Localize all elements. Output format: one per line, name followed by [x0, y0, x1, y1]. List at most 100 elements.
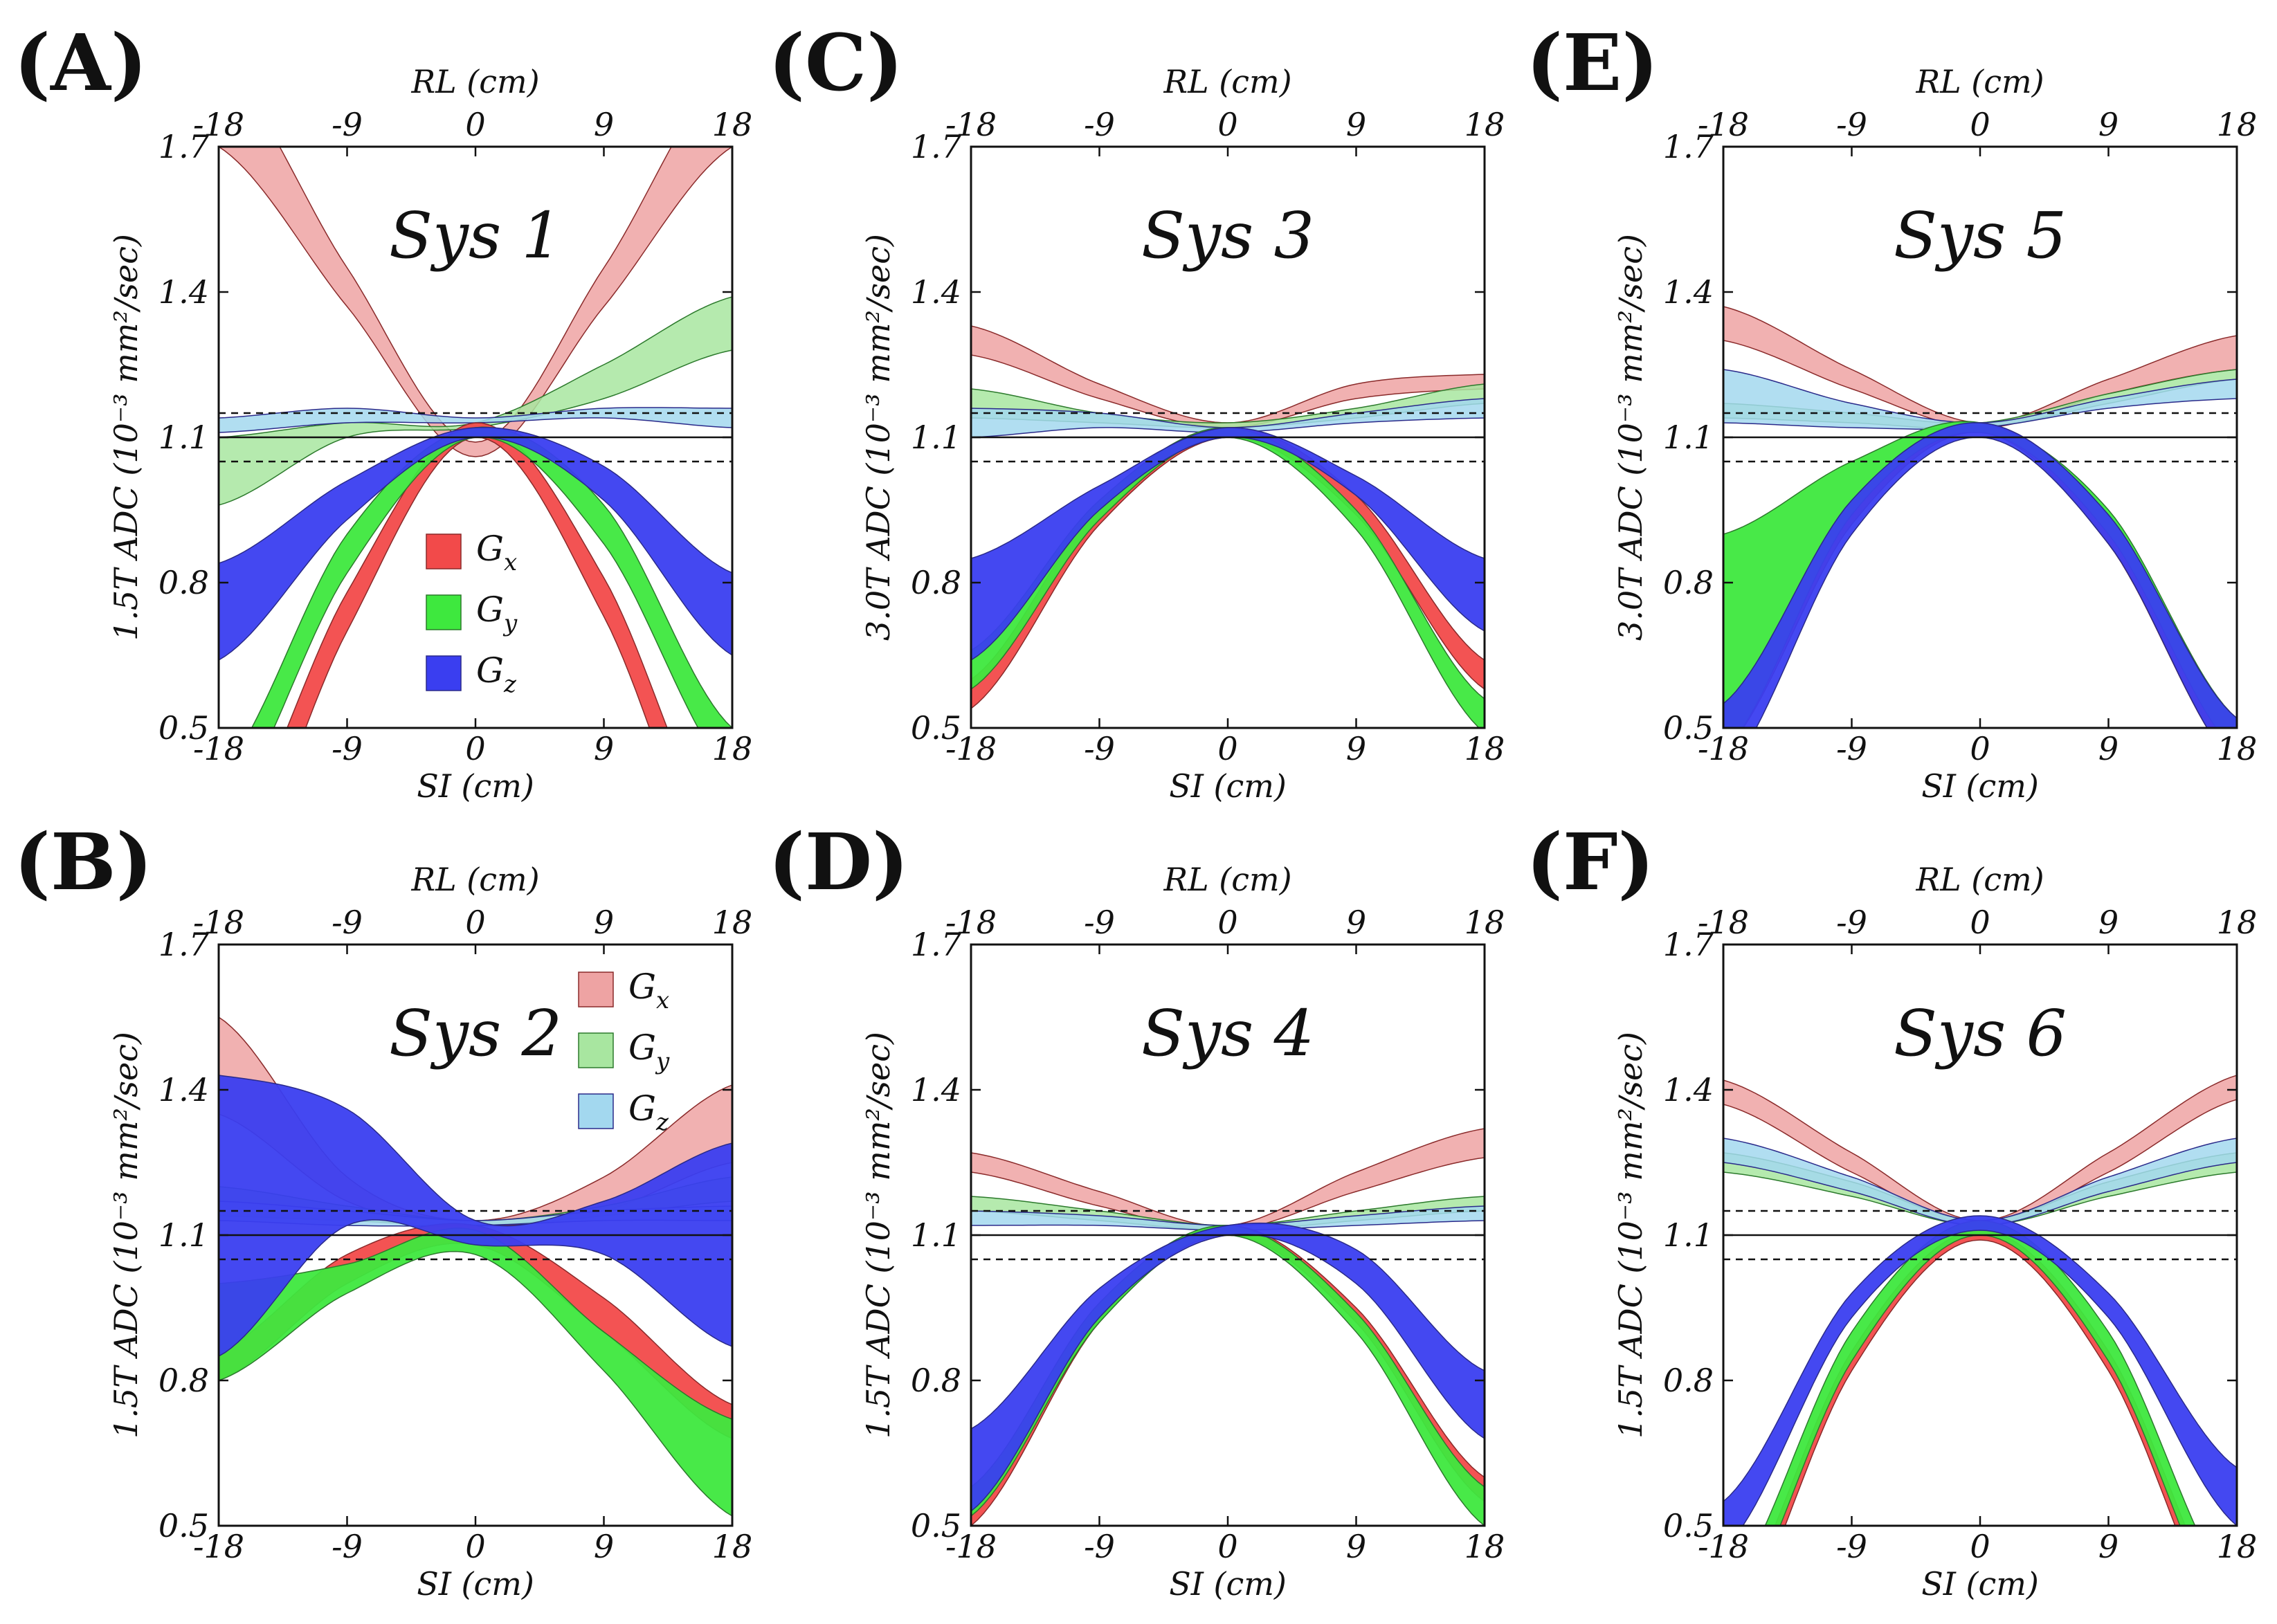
legend-swatch — [578, 1093, 614, 1129]
x-top-tick-label: 9 — [1346, 106, 1366, 143]
y-tick-label: 1.1 — [1663, 1216, 1714, 1254]
x-tick-label: 18 — [1464, 730, 1505, 767]
x-tick-label: 0 — [1970, 1528, 1990, 1565]
x-axis-title: SI (cm) — [417, 767, 534, 805]
band-gz-si — [1723, 422, 2237, 728]
legend-swatch — [426, 594, 462, 630]
band-gz-rl — [1723, 369, 2237, 430]
y-tick-label: 1.4 — [911, 273, 961, 311]
x-top-tick-label: -18 — [1698, 106, 1749, 143]
band-gz-si — [971, 1222, 1485, 1512]
band-gz-si — [219, 1075, 732, 1357]
x-axis-title: SI (cm) — [1169, 1565, 1287, 1603]
panel-label: (D) — [768, 817, 909, 908]
legend-swatch — [426, 533, 462, 569]
x-tick-label: 9 — [1346, 1528, 1366, 1565]
band-group — [219, 147, 732, 728]
y-tick-label: 1.4 — [158, 273, 209, 311]
system-title: Sys 5 — [1894, 199, 2067, 273]
x-top-axis-title: RL (cm) — [410, 861, 539, 898]
panel-label: (A) — [14, 18, 147, 109]
x-top-tick-label: 0 — [1217, 106, 1237, 143]
system-title: Sys 2 — [389, 996, 562, 1070]
x-tick-label: -18 — [1698, 1528, 1749, 1565]
y-axis-title: 1.5T ADC (10⁻³ mm²/sec) — [107, 1032, 145, 1439]
y-tick-label: 0.8 — [1663, 564, 1714, 601]
band-group — [971, 325, 1485, 728]
legend-subscript: x — [504, 549, 517, 576]
y-tick-label: 0.8 — [911, 564, 961, 601]
panel-a: (A) -18 -18 -9 -9 0 0 9 9 18 18 0.5 0.8 1.1 1.4 1.7 SI (… — [14, 18, 752, 805]
x-tick-label: -18 — [193, 730, 244, 767]
x-top-tick-label: -18 — [945, 106, 997, 143]
y-tick-label: 0.8 — [158, 1362, 209, 1399]
x-tick-label: 18 — [712, 1528, 753, 1565]
x-tick-label: 18 — [1464, 1528, 1505, 1565]
x-tick-label: -9 — [1836, 730, 1867, 767]
legend-swatch — [578, 1032, 614, 1068]
x-tick-label: -9 — [1084, 730, 1115, 767]
x-tick-label: 0 — [465, 730, 485, 767]
band-gz-rl — [971, 398, 1485, 438]
panel-b: (B) -18 -18 -9 -9 0 0 9 9 18 18 0.5 0.8 1.1 1.4 1.7 SI (… — [14, 817, 752, 1603]
system-title: Sys 4 — [1141, 996, 1314, 1070]
panel-label: (F) — [1526, 817, 1655, 908]
y-tick-label: 0.8 — [1663, 1362, 1714, 1399]
x-top-axis-title: RL (cm) — [1915, 63, 2044, 100]
x-tick-label: 9 — [1346, 730, 1366, 767]
system-title: Sys 3 — [1141, 199, 1314, 273]
y-tick-label: 1.7 — [158, 926, 210, 963]
legend: Gx Gy Gz — [426, 529, 518, 698]
y-tick-label: 0.5 — [911, 1507, 961, 1544]
x-top-tick-label: 18 — [2217, 106, 2258, 143]
legend-subscript: z — [503, 670, 517, 698]
x-top-tick-label: 0 — [465, 904, 485, 941]
band-group — [1723, 1075, 2237, 1526]
band-gz-rl — [971, 1205, 1485, 1231]
x-top-tick-label: 18 — [1464, 106, 1505, 143]
legend-subscript: x — [656, 987, 669, 1014]
x-top-tick-label: -18 — [1698, 904, 1749, 941]
x-top-tick-label: -9 — [332, 904, 363, 941]
y-axis-title: 1.5T ADC (10⁻³ mm²/sec) — [860, 1032, 897, 1439]
x-top-tick-label: -18 — [945, 904, 997, 941]
x-top-axis-title: RL (cm) — [1915, 861, 2044, 898]
x-axis-title: SI (cm) — [1921, 767, 2039, 805]
legend-subscript: y — [502, 610, 518, 637]
x-top-axis-title: RL (cm) — [1163, 861, 1291, 898]
system-title: Sys 1 — [389, 199, 562, 273]
x-tick-label: -18 — [193, 1528, 244, 1565]
y-tick-label: 0.5 — [1663, 1507, 1714, 1544]
x-top-tick-label: 9 — [594, 904, 614, 941]
x-top-tick-label: 9 — [2098, 106, 2119, 143]
x-top-axis-title: RL (cm) — [1163, 63, 1291, 100]
legend-subscript: y — [655, 1048, 670, 1075]
legend-swatch — [426, 655, 462, 691]
y-tick-label: 1.7 — [911, 926, 962, 963]
band-gz-si — [1723, 1215, 2237, 1526]
x-tick-label: 18 — [2217, 730, 2258, 767]
band-gz-si — [219, 426, 732, 661]
y-tick-label: 0.5 — [1663, 709, 1714, 747]
x-top-tick-label: 9 — [1346, 904, 1366, 941]
x-axis-title: SI (cm) — [1169, 767, 1287, 805]
band-gx-rl — [971, 325, 1485, 428]
x-tick-label: 9 — [2098, 730, 2119, 767]
x-top-tick-label: -9 — [1836, 106, 1867, 143]
x-top-tick-label: 18 — [712, 904, 753, 941]
x-tick-label: 9 — [594, 1528, 614, 1565]
y-tick-label: 1.4 — [1663, 1071, 1714, 1108]
legend-label: Gx — [476, 529, 517, 576]
x-top-tick-label: -9 — [332, 106, 363, 143]
x-top-tick-label: -18 — [193, 904, 244, 941]
panel-f: (F) -18 -18 -9 -9 0 0 9 9 18 18 0.5 0.8 1.1 1.4 1.7 SI (… — [1526, 817, 2257, 1603]
panel-e: (E) -18 -18 -9 -9 0 0 9 9 18 18 0.5 0.8 1.1 1.4 1.7 SI (… — [1526, 18, 2257, 805]
band-gz-si — [971, 427, 1485, 661]
band-gx-rl — [219, 147, 732, 457]
y-tick-label: 0.8 — [158, 564, 209, 601]
x-top-tick-label: -18 — [193, 106, 244, 143]
legend-label: Gz — [476, 650, 517, 698]
x-top-tick-label: 0 — [1970, 904, 1990, 941]
band-group — [219, 1016, 732, 1517]
y-tick-label: 0.5 — [158, 1507, 209, 1544]
